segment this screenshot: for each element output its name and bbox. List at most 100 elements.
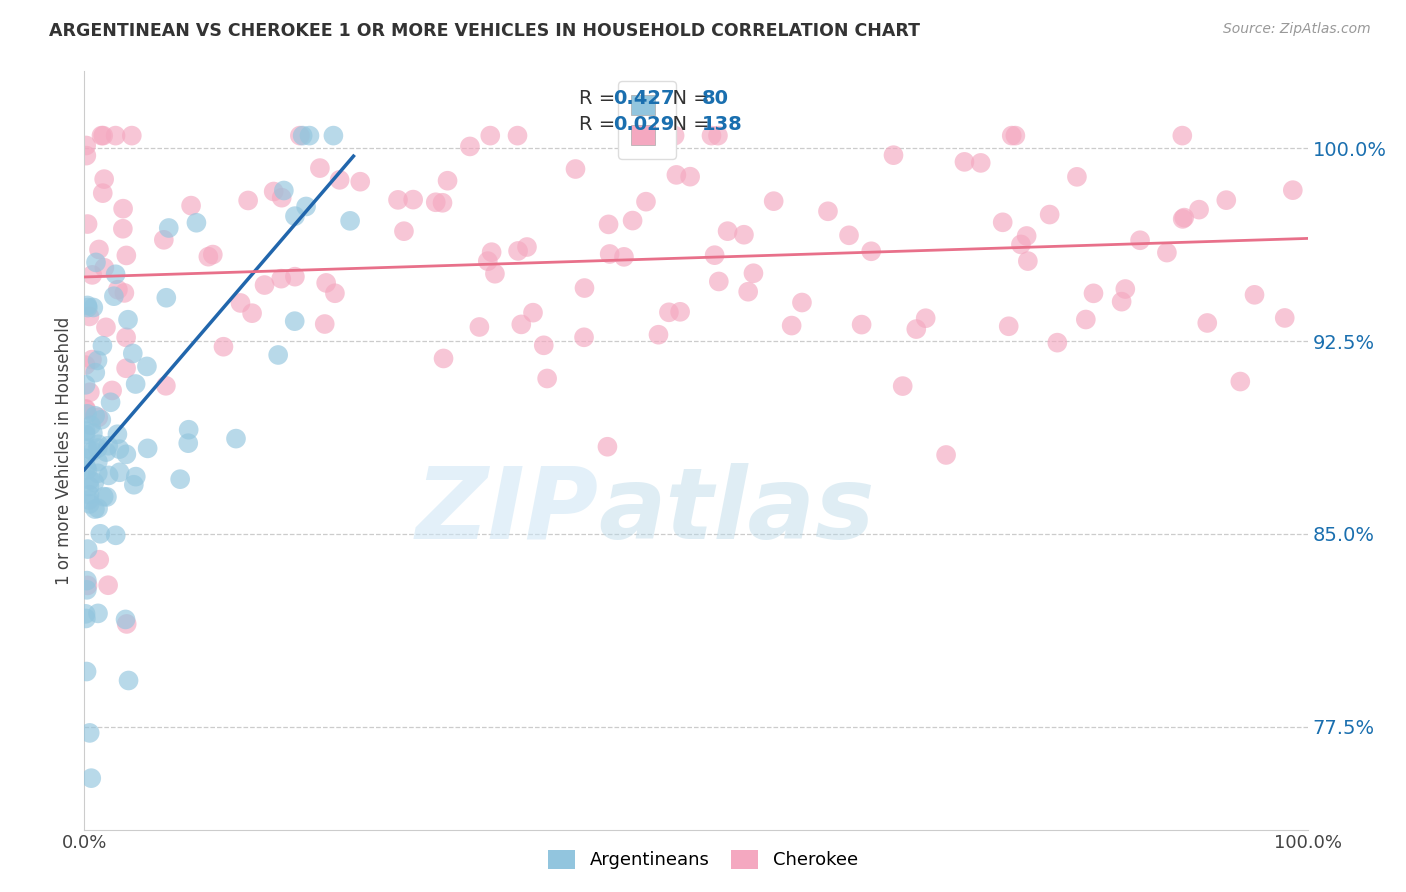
Point [169, 472, 191, 486]
Point [1215, 193, 1237, 207]
Point [108, 465, 131, 479]
Point [679, 169, 702, 184]
Point [97, 578, 120, 592]
Point [742, 266, 765, 280]
Point [506, 244, 529, 258]
Point [658, 305, 681, 319]
Point [87, 607, 110, 621]
Point [75, 401, 97, 416]
Point [468, 320, 491, 334]
Point [76, 582, 98, 597]
Point [1074, 312, 1097, 326]
Point [84, 409, 107, 423]
Point [225, 432, 247, 446]
Point [125, 469, 148, 483]
Text: 0.029: 0.029 [613, 115, 673, 135]
Point [1039, 208, 1062, 222]
Point [733, 227, 755, 242]
Point [322, 128, 344, 143]
Point [87, 410, 110, 425]
Point [1083, 286, 1105, 301]
Point [91, 339, 114, 353]
Point [114, 612, 136, 626]
Point [1010, 237, 1032, 252]
Point [914, 311, 936, 326]
Point [882, 148, 904, 162]
Point [1001, 128, 1024, 143]
Point [236, 194, 259, 208]
Point [82, 425, 104, 440]
Point [1229, 375, 1251, 389]
Point [1171, 211, 1194, 226]
Point [115, 447, 138, 461]
Point [387, 193, 409, 207]
Point [97, 439, 120, 453]
Point [76, 217, 98, 231]
Point [643, 140, 665, 154]
Point [477, 254, 499, 268]
Point [1281, 183, 1303, 197]
Y-axis label: 1 or more Vehicles in Household: 1 or more Vehicles in Household [55, 317, 73, 584]
Point [79, 488, 101, 502]
Point [669, 305, 692, 319]
Point [82, 444, 104, 458]
Point [229, 296, 252, 310]
Point [402, 193, 425, 207]
Point [115, 248, 138, 262]
Point [288, 128, 311, 143]
Point [997, 319, 1019, 334]
Point [76, 301, 98, 315]
Point [80, 352, 103, 367]
Point [953, 154, 976, 169]
Point [75, 611, 97, 625]
Point [75, 451, 97, 466]
Point [117, 312, 139, 326]
Point [479, 128, 502, 143]
Point [314, 317, 336, 331]
Point [309, 161, 332, 175]
Point [650, 128, 672, 143]
Point [76, 574, 98, 588]
Point [76, 298, 98, 312]
Point [100, 395, 122, 409]
Point [838, 228, 860, 243]
Point [115, 330, 138, 344]
Point [270, 191, 292, 205]
Point [79, 310, 101, 324]
Point [1015, 229, 1038, 244]
Point [935, 448, 957, 462]
Point [572, 330, 595, 344]
Point [90, 128, 112, 143]
Text: R =: R = [578, 115, 621, 135]
Point [860, 244, 883, 259]
Point [76, 542, 98, 557]
Point [84, 255, 107, 269]
Text: N =: N = [661, 89, 717, 108]
Point [93, 260, 115, 275]
Point [90, 413, 112, 427]
Point [703, 248, 725, 262]
Point [177, 423, 200, 437]
Point [76, 578, 98, 592]
Point [115, 361, 138, 376]
Point [533, 338, 555, 352]
Point [1066, 169, 1088, 184]
Point [108, 442, 131, 456]
Point [329, 173, 352, 187]
Text: 138: 138 [702, 115, 742, 135]
Point [991, 215, 1014, 229]
Point [186, 216, 208, 230]
Point [536, 371, 558, 385]
Point [80, 418, 103, 433]
Point [267, 348, 290, 362]
Text: R =: R = [578, 89, 621, 108]
Point [298, 128, 321, 143]
Point [284, 314, 307, 328]
Point [1156, 245, 1178, 260]
Point [737, 285, 759, 299]
Point [1274, 310, 1296, 325]
Point [613, 250, 636, 264]
Point [315, 276, 337, 290]
Point [80, 771, 103, 785]
Text: Source: ZipAtlas.com: Source: ZipAtlas.com [1223, 22, 1371, 37]
